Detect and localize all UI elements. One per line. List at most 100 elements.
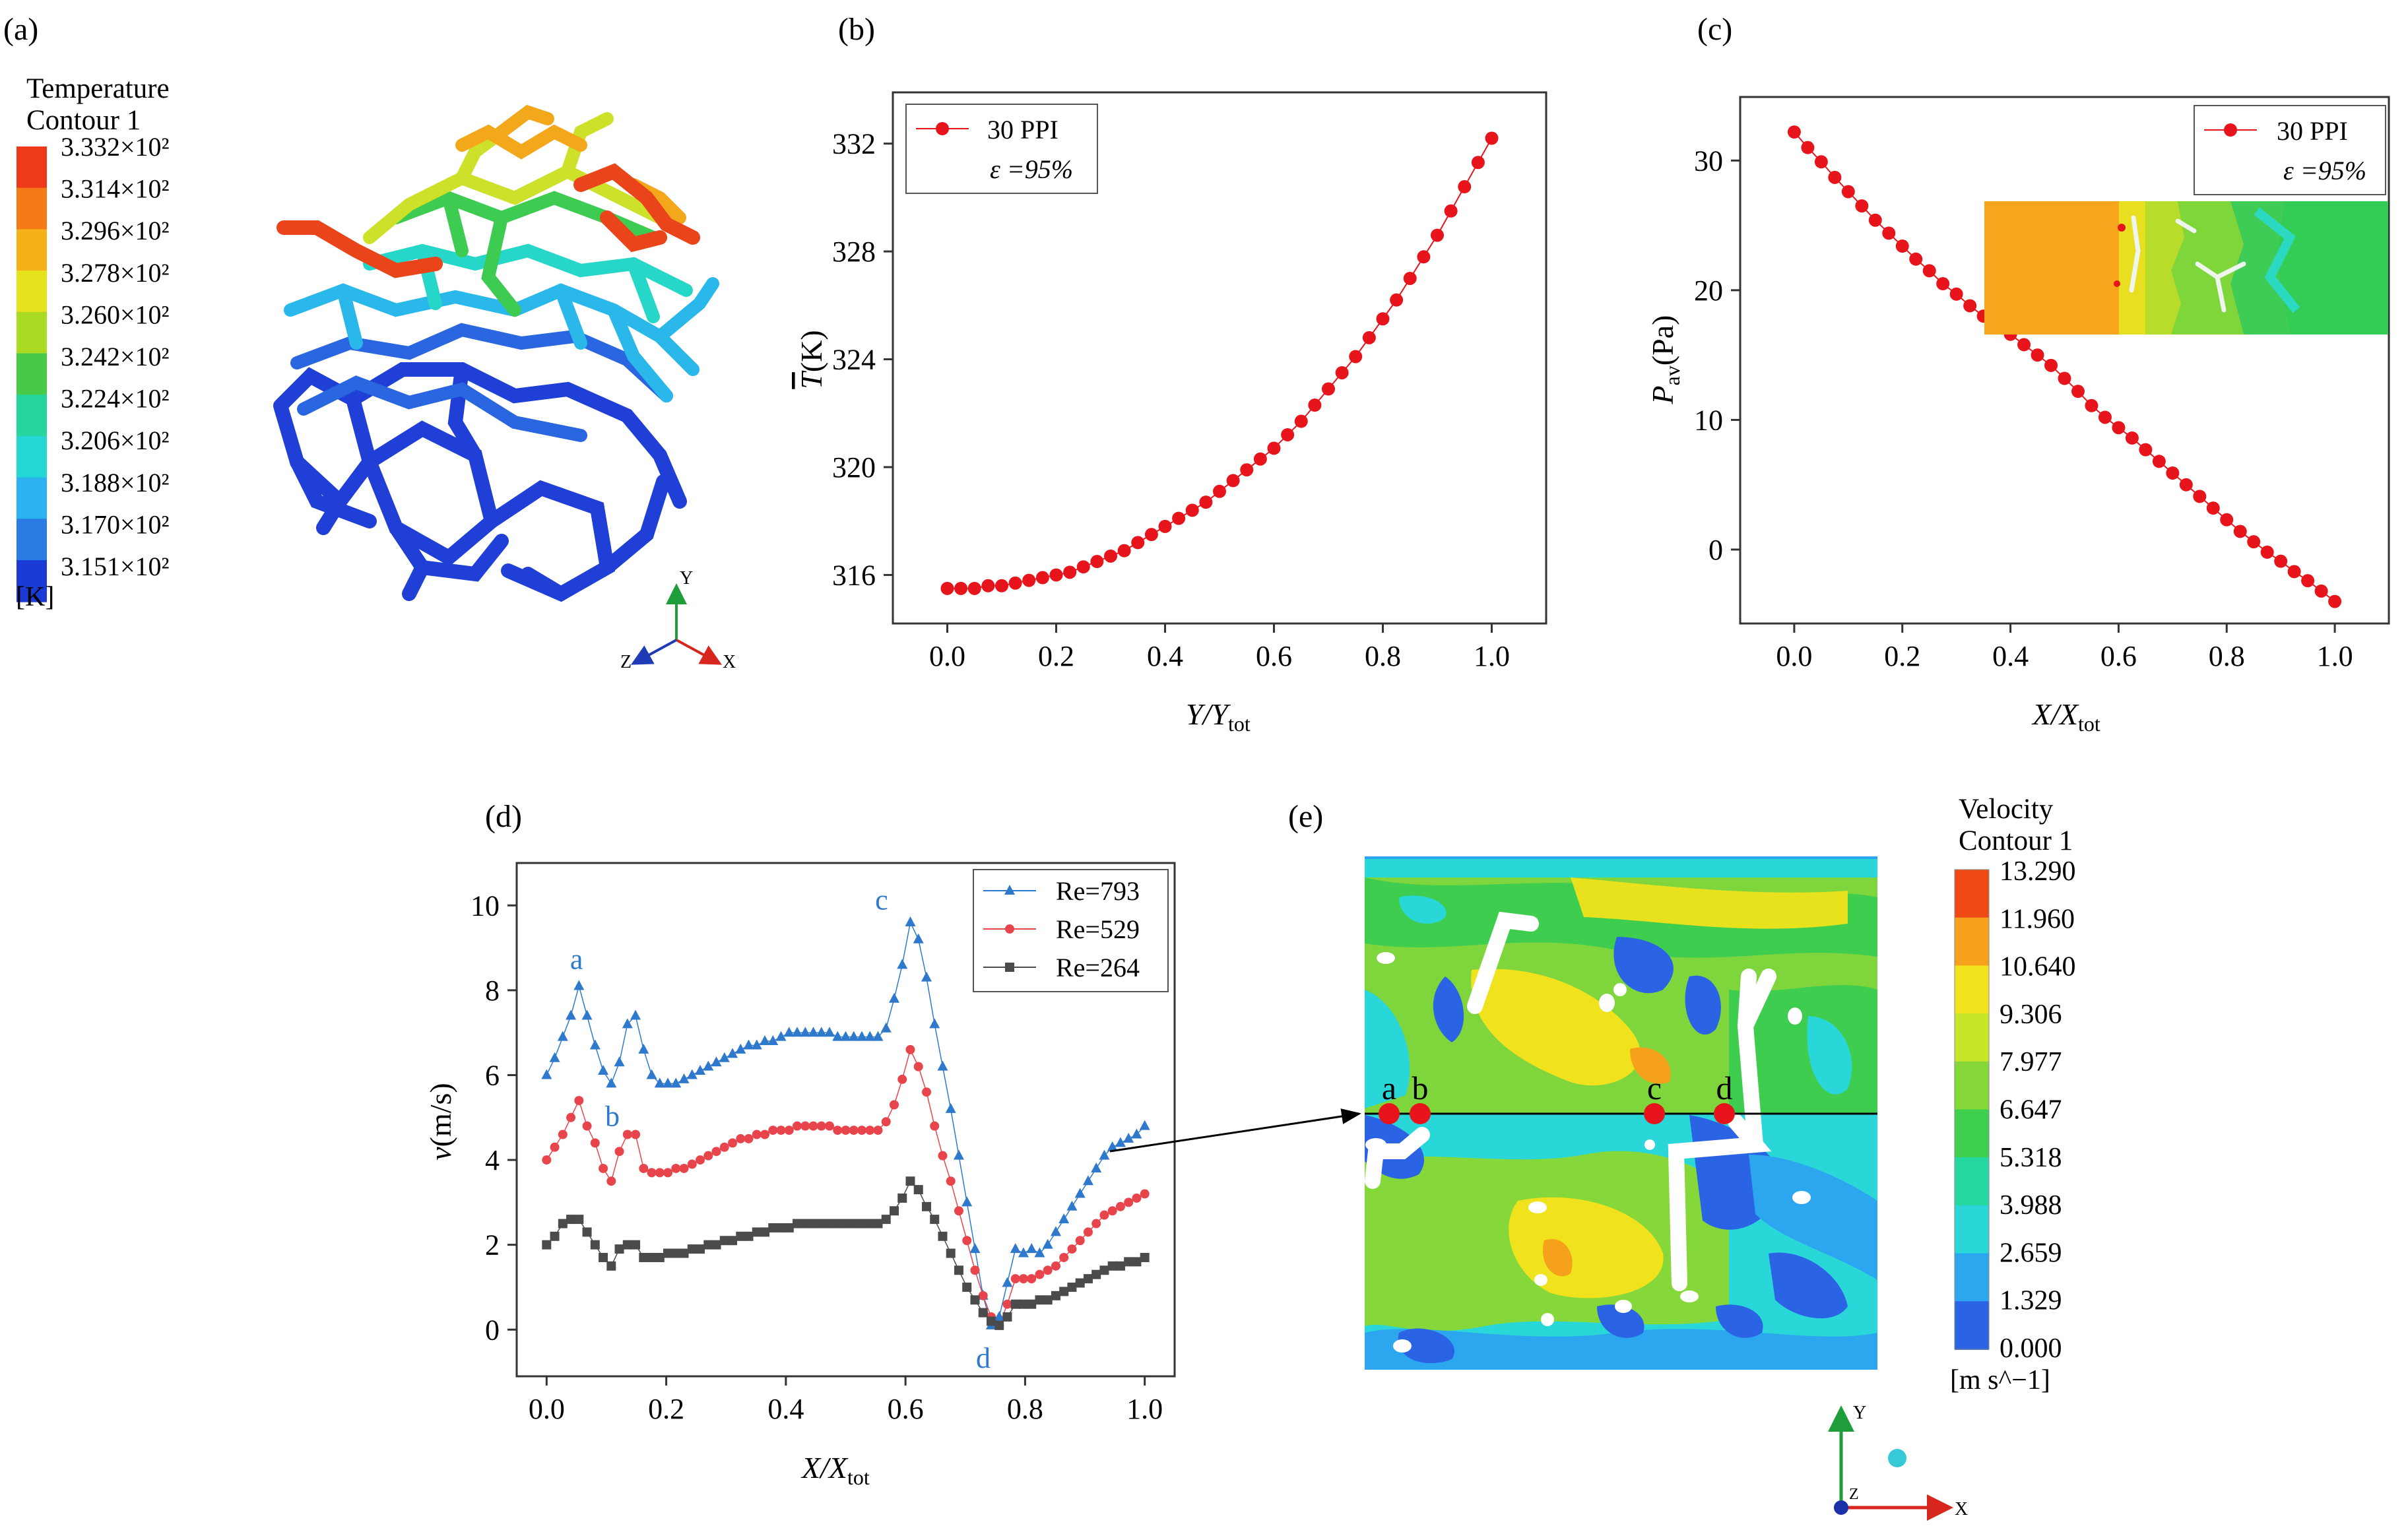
panel-c-point — [2328, 594, 2342, 608]
panel-b-line — [947, 137, 1493, 589]
panel-d-point — [541, 1069, 552, 1079]
panel-d-point — [929, 1018, 940, 1029]
panel-d-point — [945, 1102, 956, 1113]
velocity-colorbar-segment — [1955, 1013, 1989, 1062]
panel-d-point — [1051, 1291, 1060, 1300]
panel-e-axis-z-label: Z — [1849, 1486, 1859, 1503]
panel-d-point — [622, 1240, 632, 1250]
panel-d-point — [832, 1031, 843, 1041]
panel-d-point — [905, 1176, 915, 1186]
velocity-level-label: 9.306 — [2000, 1000, 2062, 1030]
velocity-level-label: 11.960 — [2000, 904, 2075, 934]
panel-d-point — [1131, 1128, 1142, 1139]
panel-b-point — [1253, 452, 1267, 466]
temperature-colorbar-segment — [16, 146, 47, 189]
panel-d-point — [639, 1252, 649, 1262]
panel-d-point — [622, 1018, 633, 1029]
panel-d-point — [1042, 1238, 1053, 1249]
panel-d-point — [736, 1231, 746, 1241]
panel-d-point — [841, 1126, 851, 1135]
panel-c-point — [2058, 371, 2071, 385]
panel-d-point — [1059, 1287, 1069, 1296]
panel-e-axis-x-label: X — [1955, 1499, 1968, 1519]
panel-d-point — [1002, 1299, 1012, 1309]
panel-d-point — [1115, 1137, 1126, 1147]
panel-d-point — [743, 1039, 754, 1050]
panel-d-point — [606, 1077, 617, 1088]
panel-d-point — [1107, 1206, 1117, 1216]
panel-c-point — [2017, 338, 2031, 352]
panel-d-point — [1059, 1252, 1069, 1262]
panel-d-point — [647, 1252, 657, 1262]
panel-d-point — [824, 1027, 835, 1037]
temperature-level-label: 3.314×10² — [61, 174, 170, 204]
panel-d-legend-marker — [1005, 963, 1014, 972]
panel-d-ticks: 0.0 0.2 0.4 0.6 0.8 1.0 0 2 4 6 8 10 — [471, 889, 1163, 1425]
temperature-colorbar-segment — [16, 353, 47, 396]
panel-b-point — [1185, 503, 1199, 517]
panel-d-point — [1035, 1269, 1045, 1279]
panel-d-point — [962, 1236, 972, 1246]
panel-d-point — [1140, 1189, 1150, 1199]
panel-c-point — [2260, 545, 2274, 559]
panel-a-axis-triad: Y X Z — [620, 568, 736, 672]
panel-b-legend: 30 PPI ε =95% — [905, 104, 1098, 194]
panel-e-label: (e) — [1288, 799, 1323, 834]
velocity-colorbar-segment — [1955, 1301, 1989, 1350]
panel-c-point — [2206, 501, 2220, 515]
panel-d-ytick-label: 6 — [485, 1059, 500, 1091]
panel-d-point — [1035, 1295, 1045, 1305]
panel-c-point — [1855, 199, 1869, 213]
panel-c-xtick-label: 1.0 — [2317, 640, 2353, 672]
panel-d-point — [696, 1244, 705, 1254]
panel-d-legend-label: Re=793 — [1056, 876, 1140, 906]
panel-c-point — [2274, 554, 2288, 568]
probe-point-label: d — [1716, 1069, 1733, 1106]
panel-d-point — [735, 1043, 746, 1054]
panel-d-point — [1043, 1265, 1053, 1275]
panel-d-annotation: c — [875, 884, 888, 916]
panel-d-point — [848, 1031, 859, 1041]
panel-d-point — [1074, 1188, 1086, 1198]
panel-d-legend-marker — [1005, 924, 1014, 934]
panel-b-point — [1485, 131, 1499, 145]
panel-d-point — [558, 1219, 568, 1229]
panel-b-ytick-label: 316 — [832, 559, 876, 591]
panel-c-point — [1814, 155, 1828, 169]
panel-c-xtick-label: 0.4 — [1992, 640, 2029, 672]
panel-d-point — [751, 1039, 762, 1050]
panel-d-point — [727, 1048, 738, 1058]
panel-d-point — [1107, 1141, 1118, 1151]
panel-d-point — [1139, 1120, 1150, 1130]
panel-d-point — [573, 980, 585, 990]
panel-b-point — [1322, 382, 1335, 396]
panel-d-point — [1027, 1274, 1037, 1284]
panel-d-point — [1002, 1277, 1013, 1287]
panel-d-point — [1050, 1226, 1061, 1236]
panel-d-point — [841, 1219, 851, 1229]
panel-d-point — [873, 1126, 883, 1135]
panel-b-point — [1131, 536, 1145, 550]
panel-c-xlabel-sub: tot — [2078, 712, 2100, 736]
velocity-level-label: 7.977 — [2000, 1047, 2062, 1077]
panel-d-annotation: a — [570, 943, 583, 976]
panel-c-xtick-label: 0.2 — [1884, 640, 1920, 672]
panel-d-point — [946, 1248, 956, 1258]
panel-d-series-points — [541, 916, 1150, 1330]
panel-b-point — [1376, 312, 1390, 326]
temperature-level-label: 3.260×10² — [61, 300, 170, 329]
panel-d-point — [606, 1261, 616, 1271]
panel-c-point — [2179, 478, 2193, 492]
panel-d-point — [1051, 1261, 1060, 1271]
temperature-level-label: 3.332×10² — [61, 132, 170, 162]
panel-c-ticks: 0.0 0.2 0.4 0.6 0.8 1.0 0 10 20 30 — [1694, 144, 2353, 672]
panel-d-point — [872, 1031, 884, 1041]
panel-c-legend-marker — [2224, 123, 2237, 137]
foam-structure-image — [273, 104, 719, 602]
panel-d-point — [614, 1056, 625, 1067]
panel-d-point — [558, 1130, 568, 1139]
panel-d-point — [639, 1163, 649, 1173]
panel-d-point — [897, 959, 908, 969]
panel-d-point — [719, 1236, 729, 1246]
temperature-level-label: 3.188×10² — [61, 468, 170, 497]
